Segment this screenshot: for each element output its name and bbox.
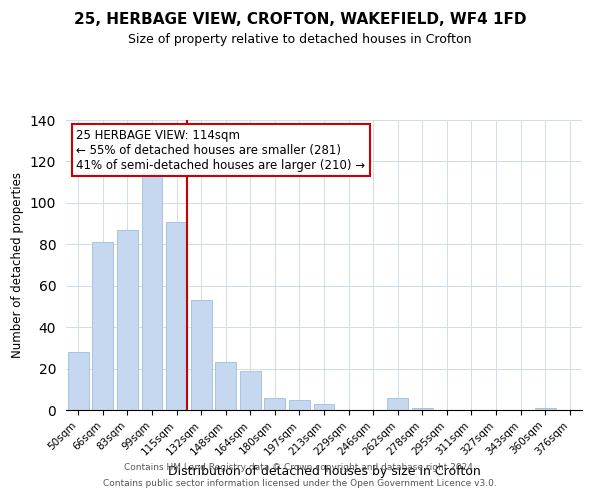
Bar [142, 176, 163, 410]
Text: Contains public sector information licensed under the Open Government Licence v3: Contains public sector information licen… [103, 478, 497, 488]
Bar [117, 230, 138, 410]
Bar [387, 398, 408, 410]
Text: 25, HERBAGE VIEW, CROFTON, WAKEFIELD, WF4 1FD: 25, HERBAGE VIEW, CROFTON, WAKEFIELD, WF… [74, 12, 526, 28]
Bar [265, 398, 286, 410]
Text: Contains HM Land Registry data © Crown copyright and database right 2024.: Contains HM Land Registry data © Crown c… [124, 464, 476, 472]
Text: 25 HERBAGE VIEW: 114sqm
← 55% of detached houses are smaller (281)
41% of semi-d: 25 HERBAGE VIEW: 114sqm ← 55% of detache… [76, 128, 365, 172]
Bar [412, 408, 433, 410]
Bar [191, 300, 212, 410]
Bar [289, 400, 310, 410]
Bar [535, 408, 556, 410]
Bar [68, 352, 89, 410]
Bar [240, 370, 261, 410]
Bar [314, 404, 334, 410]
Y-axis label: Number of detached properties: Number of detached properties [11, 172, 25, 358]
Bar [92, 242, 113, 410]
X-axis label: Distribution of detached houses by size in Crofton: Distribution of detached houses by size … [167, 465, 481, 478]
Bar [166, 222, 187, 410]
Bar [215, 362, 236, 410]
Text: Size of property relative to detached houses in Crofton: Size of property relative to detached ho… [128, 32, 472, 46]
